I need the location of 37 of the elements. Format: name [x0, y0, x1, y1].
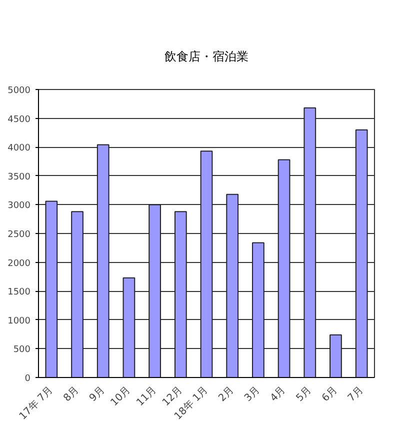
bar [174, 211, 187, 378]
y-tick-label: 500 [13, 345, 31, 356]
bar [148, 204, 161, 378]
bar [96, 144, 110, 378]
bar [122, 277, 136, 378]
x-tick-label: 11月 [134, 384, 159, 408]
chart-title: 飲食店・宿泊業 [164, 50, 248, 64]
x-tick-label: 7月 [346, 384, 366, 404]
x-tick-label: 17年 7月 [16, 384, 56, 422]
x-tick-label: 6月 [320, 384, 340, 404]
bar [45, 200, 58, 378]
bar [278, 159, 290, 378]
x-tick-label: 3月 [242, 384, 262, 404]
x-tick-label: 12月 [160, 384, 185, 408]
bar [226, 194, 239, 378]
y-tick-label: 1000 [8, 316, 31, 326]
bar [330, 334, 342, 378]
y-tick-label: 4500 [8, 114, 31, 125]
y-tick-label: 3000 [8, 201, 31, 212]
bar [252, 242, 264, 378]
y-tick-label: 5000 [8, 86, 31, 96]
bar [304, 107, 316, 378]
x-tick-label: 10月 [109, 384, 133, 408]
x-tick-label: 9月 [88, 384, 108, 404]
bar [71, 211, 84, 378]
bar [355, 129, 368, 378]
bar [200, 150, 213, 378]
y-tick-label: 1500 [8, 288, 31, 298]
x-tick-label: 8月 [62, 384, 82, 404]
y-tick-label: 0 [24, 374, 31, 384]
y-tick-label: 2000 [8, 258, 31, 269]
y-tick-label: 4000 [8, 144, 31, 154]
y-tick-label: 3500 [8, 172, 31, 182]
x-tick-label: 5月 [294, 384, 314, 404]
x-tick-label: 4月 [268, 384, 288, 404]
x-tick-label: 2月 [216, 384, 236, 404]
y-tick-label: 2500 [8, 230, 31, 240]
